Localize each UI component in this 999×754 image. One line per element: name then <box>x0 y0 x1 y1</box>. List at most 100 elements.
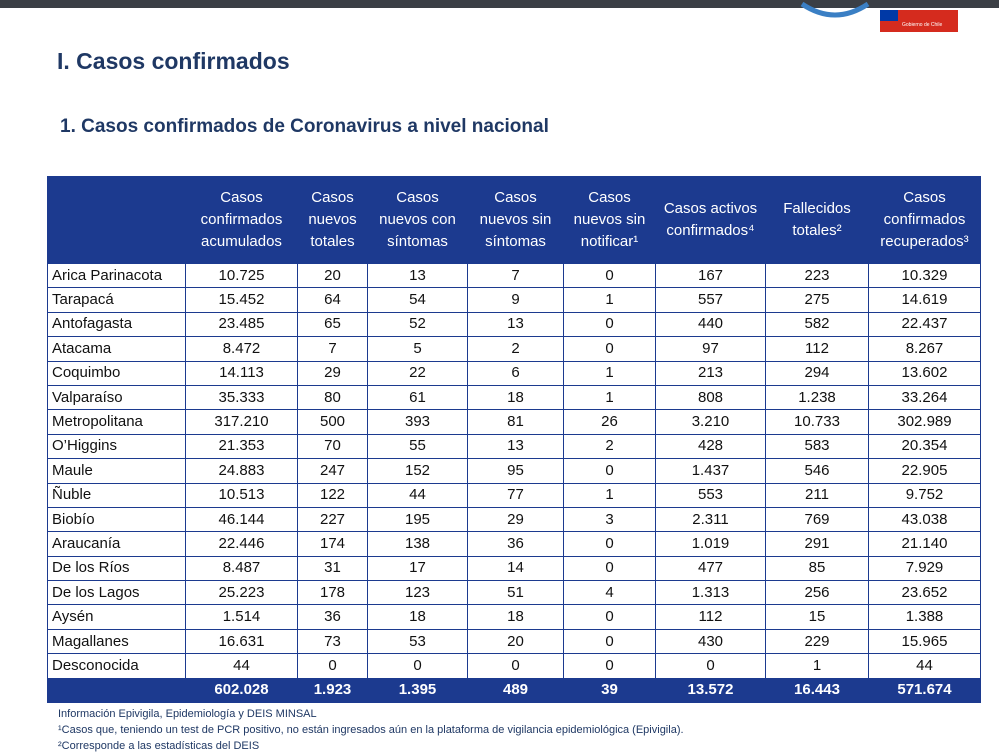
value-cell: 553 <box>655 482 766 508</box>
value-cell: 3 <box>563 506 656 533</box>
value-cell: 174 <box>297 531 368 557</box>
value-cell: 36 <box>467 531 564 557</box>
value-cell: 1 <box>563 384 656 411</box>
value-cell: 152 <box>367 458 468 484</box>
value-cell: 7 <box>297 336 368 362</box>
value-cell: 70 <box>297 433 368 460</box>
value-cell: 81 <box>467 409 564 435</box>
table-row: Tarapacá 15.452 64 54 9 1 557 275 14.619 <box>47 287 981 313</box>
totals-label-cell <box>47 677 186 704</box>
value-cell: 291 <box>765 531 869 557</box>
region-cell: Araucanía <box>47 531 186 557</box>
value-cell: 302.989 <box>868 409 981 435</box>
region-cell: Atacama <box>47 336 186 362</box>
value-cell: 21.140 <box>868 531 981 557</box>
value-cell: 7 <box>467 262 564 289</box>
gov-logo: Gobierno de Chile <box>880 10 958 32</box>
region-cell: Valparaíso <box>47 384 186 411</box>
value-cell: 583 <box>765 433 869 460</box>
value-cell: 178 <box>297 580 368 606</box>
value-cell: 18 <box>367 604 468 630</box>
region-cell: Biobío <box>47 506 186 533</box>
value-cell: 1.019 <box>655 531 766 557</box>
value-cell: 36 <box>297 604 368 630</box>
value-cell: 22.905 <box>868 458 981 484</box>
value-cell: 0 <box>563 458 656 484</box>
footnote: Información Epivigila, Epidemiología y D… <box>58 708 317 720</box>
total-cell: 39 <box>563 677 656 704</box>
value-cell: 9.752 <box>868 482 981 508</box>
region-cell: De los Lagos <box>47 580 186 606</box>
header-cell: Casos nuevos sin síntomas <box>467 176 564 264</box>
value-cell: 10.725 <box>185 262 298 289</box>
value-cell: 10.513 <box>185 482 298 508</box>
header-cell: Casos nuevos sin notificar¹ <box>563 176 656 264</box>
value-cell: 1.514 <box>185 604 298 630</box>
value-cell: 275 <box>765 287 869 313</box>
value-cell: 20.354 <box>868 433 981 460</box>
total-cell: 489 <box>467 677 564 704</box>
value-cell: 15.965 <box>868 628 981 655</box>
value-cell: 18 <box>467 384 564 411</box>
corner-cell <box>47 176 186 264</box>
section-title: I. Casos confirmados <box>57 48 290 74</box>
value-cell: 23.485 <box>185 311 298 338</box>
value-cell: 0 <box>563 628 656 655</box>
value-cell: 247 <box>297 458 368 484</box>
value-cell: 0 <box>563 311 656 338</box>
value-cell: 0 <box>655 653 766 679</box>
top-bar <box>0 0 999 8</box>
table-row: Antofagasta 23.485 65 52 13 0 440 582 22.437 <box>47 311 981 338</box>
value-cell: 35.333 <box>185 384 298 411</box>
value-cell: 52 <box>367 311 468 338</box>
value-cell: 14.113 <box>185 360 298 386</box>
region-cell: O’Higgins <box>47 433 186 460</box>
value-cell: 15 <box>765 604 869 630</box>
value-cell: 77 <box>467 482 564 508</box>
subtitle: 1. Casos confirmados de Coronavirus a ni… <box>60 116 549 137</box>
region-cell: Arica Parinacota <box>47 262 186 289</box>
value-cell: 22 <box>367 360 468 386</box>
table-row: De los Ríos 8.487 31 17 14 0 477 85 7.929 <box>47 555 981 582</box>
table-row: Ñuble 10.513 122 44 77 1 553 211 9.752 <box>47 482 981 508</box>
value-cell: 14.619 <box>868 287 981 313</box>
logo <box>800 1 870 18</box>
value-cell: 65 <box>297 311 368 338</box>
value-cell: 167 <box>655 262 766 289</box>
value-cell: 0 <box>563 262 656 289</box>
value-cell: 16.631 <box>185 628 298 655</box>
value-cell: 23.652 <box>868 580 981 606</box>
table-row: Araucanía 22.446 174 138 36 0 1.019 291 21.140 <box>47 531 981 557</box>
region-cell: Coquimbo <box>47 360 186 386</box>
value-cell: 393 <box>367 409 468 435</box>
value-cell: 112 <box>655 604 766 630</box>
value-cell: 8.472 <box>185 336 298 362</box>
value-cell: 24.883 <box>185 458 298 484</box>
value-cell: 53 <box>367 628 468 655</box>
value-cell: 22.446 <box>185 531 298 557</box>
region-cell: Desconocida <box>47 653 186 679</box>
value-cell: 2.311 <box>655 506 766 533</box>
total-cell: 16.443 <box>765 677 869 704</box>
value-cell: 44 <box>868 653 981 679</box>
value-cell: 0 <box>297 653 368 679</box>
value-cell: 122 <box>297 482 368 508</box>
region-cell: Tarapacá <box>47 287 186 313</box>
value-cell: 546 <box>765 458 869 484</box>
total-cell: 571.674 <box>868 677 981 704</box>
value-cell: 2 <box>467 336 564 362</box>
header-cell: Casos nuevos totales <box>297 176 368 264</box>
value-cell: 500 <box>297 409 368 435</box>
value-cell: 123 <box>367 580 468 606</box>
header-cell: Casos activos confirmados⁴ <box>655 176 766 264</box>
value-cell: 95 <box>467 458 564 484</box>
value-cell: 2 <box>563 433 656 460</box>
table-row: Coquimbo 14.113 29 22 6 1 213 294 13.602 <box>47 360 981 386</box>
value-cell: 211 <box>765 482 869 508</box>
value-cell: 0 <box>467 653 564 679</box>
region-cell: Metropolitana <box>47 409 186 435</box>
value-cell: 44 <box>185 653 298 679</box>
region-cell: Magallanes <box>47 628 186 655</box>
footnote: ²Corresponde a las estadísticas del DEIS <box>58 740 260 752</box>
